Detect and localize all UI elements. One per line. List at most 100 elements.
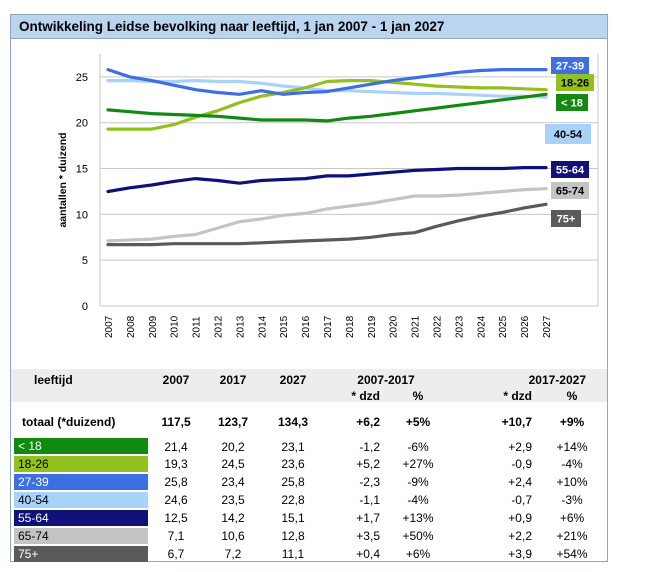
total-label: totaal (*duizend) <box>22 415 116 429</box>
change-dzd-2017-2027: -0,7 <box>511 493 532 507</box>
title-bar: Ontwikkeling Leidse bevolking naar leeft… <box>11 15 607 39</box>
series-label-text: 55-64 <box>556 165 585 177</box>
x-tick-label: 2027 <box>542 315 553 338</box>
change-dzd-2017-2027: +2,9 <box>508 439 532 454</box>
change-dzd-2007-2017: -1,1 <box>359 493 380 507</box>
total-row: totaal (*duizend) 117,5 123,7 134,3 +6,2… <box>14 414 600 430</box>
value-2017: 23,5 <box>221 493 245 507</box>
subheader-dzd-2: * dzd <box>503 389 532 403</box>
series-lines <box>106 67 548 247</box>
change-pct-2017-2027: -3% <box>561 493 583 507</box>
header-2017: 2017 <box>219 373 247 387</box>
table-row: 75+ 6,7 7,2 11,1 +0,4 +6% +3,9 +54% <box>14 545 600 564</box>
table-body: < 18 21,4 20,2 23,1 -1,2 -6% +2,9 +14% 18-26 19,3… <box>14 438 600 564</box>
x-tick-label: 2024 <box>476 315 487 338</box>
value-2027: 23,6 <box>281 457 305 471</box>
change-pct-2007-2017: +27% <box>402 457 434 471</box>
change-pct-2017-2027: +10% <box>556 475 588 489</box>
change-dzd-2007-2017: +0,4 <box>356 547 380 561</box>
total-d2: +10,7 <box>501 415 532 429</box>
value-2007: 25,8 <box>164 475 188 489</box>
x-tick-label: 2014 <box>257 315 268 338</box>
change-dzd-2017-2027: +2,4 <box>508 475 532 489</box>
x-tick-label: 2015 <box>279 315 290 338</box>
value-2017: 14,2 <box>221 511 245 525</box>
series-label-box <box>556 74 594 91</box>
table-row: 40-54 24,6 23,5 22,8 -1,1 -4% -0,7 -3% <box>14 491 600 510</box>
table-header-row: leeftijd 2007 2017 2027 2007-2017 2017-2… <box>14 372 600 388</box>
value-2007: 6,7 <box>167 547 185 561</box>
x-tick-label: 2008 <box>126 315 137 338</box>
subheader-dzd-1: * dzd <box>351 389 380 403</box>
series-label-text: 75+ <box>557 214 576 226</box>
change-pct-2007-2017: -4% <box>407 493 429 507</box>
chart-title: Ontwikkeling Leidse bevolking naar leeft… <box>19 19 445 34</box>
change-pct-2007-2017: -9% <box>407 475 429 489</box>
series-line <box>106 166 548 194</box>
series-label: 40-54 <box>545 124 591 144</box>
change-pct-2007-2017: +13% <box>402 511 434 525</box>
series-line <box>106 187 548 243</box>
total-d1: +6,2 <box>356 415 380 429</box>
value-2027: 11,1 <box>281 547 305 561</box>
value-2027: 12,8 <box>281 529 305 543</box>
x-tick-label: 2013 <box>235 315 246 338</box>
y-tick-label: 5 <box>82 255 88 267</box>
change-dzd-2017-2027: +2,2 <box>508 529 532 543</box>
value-2007: 7,1 <box>167 529 185 543</box>
series-label-box <box>551 161 589 178</box>
change-dzd-2017-2027: +3,9 <box>508 547 532 561</box>
change-dzd-2017-2027: +0,9 <box>508 511 532 525</box>
series-label-box <box>556 94 588 111</box>
subheader-pct-2: % <box>566 389 578 403</box>
table-subheader-row: * dzd % * dzd % <box>14 388 600 404</box>
x-tick-label: 2016 <box>301 315 312 338</box>
total-2027: 134,3 <box>277 415 309 429</box>
change-pct-2007-2017: +50% <box>402 529 434 543</box>
change-dzd-2007-2017: +3,5 <box>356 529 380 543</box>
series-label-box <box>551 210 581 227</box>
series-label-text: 65-74 <box>556 186 585 198</box>
series-label-text: 18-26 <box>561 78 589 90</box>
population-table: leeftijd 2007 2017 2027 2007-2017 2017-2… <box>14 372 600 564</box>
series-label: 75+ <box>551 210 581 227</box>
total-2007: 117,5 <box>161 415 191 429</box>
age-group-swatch: 40-54 <box>14 491 148 510</box>
total-p1: +5% <box>405 415 431 429</box>
total-p2: +9% <box>559 415 585 429</box>
value-2007: 21,4 <box>164 439 188 454</box>
header-leeftijd: leeftijd <box>34 373 73 387</box>
value-2007: 24,6 <box>164 493 188 507</box>
x-tick-label: 2011 <box>192 316 203 338</box>
series-line <box>106 78 548 131</box>
header-period-2007-2017: 2007-2017 <box>357 373 415 387</box>
series-label: 55-64 <box>551 161 589 178</box>
table-header-background <box>11 369 607 402</box>
y-tick-label: 20 <box>76 118 88 130</box>
value-2007: 19,3 <box>164 457 188 471</box>
table-row: < 18 21,4 20,2 23,1 -1,2 -6% +2,9 +14% <box>14 438 600 456</box>
x-tick-label: 2021 <box>411 315 422 338</box>
series-label-box <box>551 57 589 74</box>
age-group-swatch: < 18 <box>14 438 148 456</box>
value-2007: 12,5 <box>164 511 188 525</box>
x-tick-label: 2023 <box>454 315 465 338</box>
y-tick-label: 25 <box>76 72 88 84</box>
x-tick-label: 2018 <box>345 315 356 338</box>
change-pct-2007-2017: +6% <box>405 547 431 561</box>
change-dzd-2017-2027: -0,9 <box>511 457 532 471</box>
change-pct-2017-2027: +54% <box>556 547 588 561</box>
header-2007: 2007 <box>162 373 190 387</box>
change-dzd-2007-2017: -2,3 <box>359 475 380 489</box>
series-label-text: < 18 <box>561 98 583 110</box>
y-tick-labels: 0 5 10 15 20 25 <box>76 72 88 313</box>
change-dzd-2007-2017: +5,2 <box>356 457 380 471</box>
series-label: 18-26 <box>556 74 594 91</box>
x-tick-label: 2019 <box>367 315 378 338</box>
series-label-box <box>551 182 589 199</box>
series-label: 65-74 <box>551 182 589 199</box>
age-group-swatch: 75+ <box>14 545 148 564</box>
change-pct-2017-2027: +6% <box>559 511 585 525</box>
series-line <box>106 202 548 247</box>
